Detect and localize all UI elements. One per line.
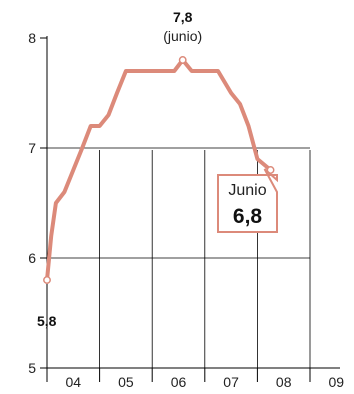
y-tick-label-8: 8 <box>28 30 36 46</box>
end-callout-label: Junio <box>228 182 266 199</box>
y-tick-label-5: 5 <box>28 360 36 376</box>
markers <box>43 56 275 284</box>
x-tick-label-05: 05 <box>118 374 134 390</box>
peak-point-marker <box>178 56 187 64</box>
x-axis-ticks: 04 05 06 07 08 09 <box>46 368 345 390</box>
end-callout-value: 6,8 <box>233 205 263 228</box>
x-tick-label-09: 09 <box>329 374 345 390</box>
start-point-marker <box>43 276 51 284</box>
annotations: 5,8 7,8 (junio) Junio 6,8 <box>37 9 278 329</box>
x-tick-label-04: 04 <box>66 374 82 390</box>
series-line <box>45 58 273 282</box>
peak-value-label: 7,8 <box>173 9 193 25</box>
x-tick-label-07: 07 <box>223 374 239 390</box>
peak-note-label: (junio) <box>163 28 202 44</box>
start-value-label: 5,8 <box>37 313 57 329</box>
end-callout-box <box>217 168 278 233</box>
y-axis-ticks: 5 6 7 8 <box>28 30 47 376</box>
x-tick-label-08: 08 <box>276 374 292 390</box>
x-tick-label-06: 06 <box>171 374 187 390</box>
end-callout: Junio 6,8 <box>217 168 278 233</box>
y-tick-label-7: 7 <box>28 140 36 156</box>
y-tick-label-6: 6 <box>28 250 36 266</box>
axes <box>40 36 340 382</box>
